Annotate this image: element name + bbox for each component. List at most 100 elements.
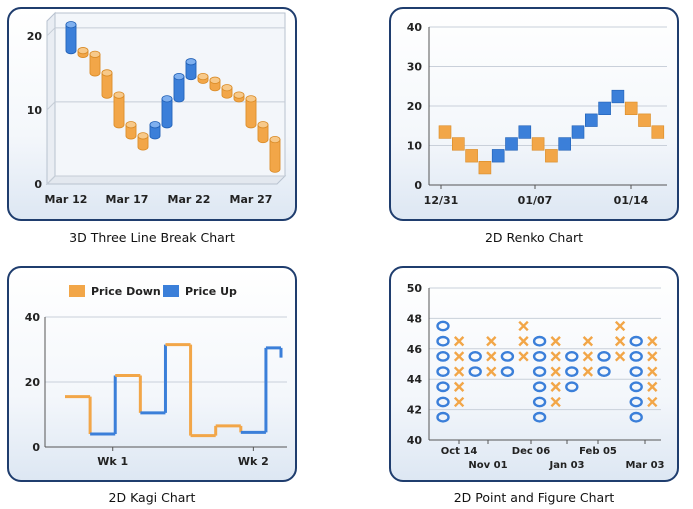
brick-cap xyxy=(221,84,233,92)
x-stroke xyxy=(614,320,626,332)
o-column xyxy=(597,351,611,378)
y-tick-label: 44 xyxy=(407,373,423,386)
pnf-caption: 2D Point and Figure Chart xyxy=(453,490,615,505)
y-tick-label: 20 xyxy=(407,100,423,113)
x-stroke xyxy=(486,336,497,347)
gridline xyxy=(46,175,56,185)
up-brick xyxy=(505,137,518,151)
x-stroke xyxy=(582,366,594,377)
x-mark xyxy=(518,336,529,347)
o-mark xyxy=(629,351,643,362)
x-mark xyxy=(614,336,626,347)
x-stroke xyxy=(518,336,529,347)
x-stroke xyxy=(647,366,658,377)
three-line-break-caption: 3D Three Line Break Chart xyxy=(69,230,235,245)
brick-cap xyxy=(125,121,137,129)
x-tick-label: Mar 17 xyxy=(106,193,149,206)
x-stroke xyxy=(550,366,561,377)
up-brick xyxy=(491,149,505,163)
brick-body xyxy=(137,135,149,151)
x-tick-label: 12/31 xyxy=(424,194,459,207)
x-column xyxy=(550,336,561,408)
o-mark xyxy=(468,351,482,362)
kagi-down-segment xyxy=(65,395,92,434)
down-brick xyxy=(531,137,545,151)
kagi-chart: Price Down Price Up 0 20 40 Wk 1 Wk 2 xyxy=(25,285,287,468)
y-tick-label: 0 xyxy=(32,441,40,454)
o-mark xyxy=(500,366,515,378)
o-column xyxy=(468,351,482,378)
kagi-panel: Price Down Price Up 0 20 40 Wk 1 Wk 2 xyxy=(7,266,297,482)
y-tick-label: 20 xyxy=(27,30,43,43)
brick-cap xyxy=(113,91,125,99)
o-column xyxy=(436,320,450,423)
x-tick-label: Nov 01 xyxy=(468,460,507,471)
x-stroke xyxy=(550,381,561,392)
down-brick xyxy=(209,76,221,92)
down-brick xyxy=(233,91,245,103)
o-mark xyxy=(436,396,450,408)
o-mark xyxy=(565,366,579,378)
brick-cap xyxy=(101,69,113,77)
x-mark xyxy=(647,351,658,362)
x-tick-label: Mar 22 xyxy=(168,193,211,206)
y-tick-label: 46 xyxy=(407,343,423,356)
brick-body xyxy=(173,76,185,103)
x-column xyxy=(614,320,626,362)
legend-label: Price Up xyxy=(185,285,237,298)
brick-body xyxy=(65,24,77,55)
x-mark xyxy=(647,366,658,377)
x-stroke xyxy=(453,366,465,377)
y-tick-label: 48 xyxy=(407,312,422,325)
kagi-up-segment xyxy=(140,344,167,415)
x-column xyxy=(582,336,594,377)
y-tick-label: 40 xyxy=(407,434,423,447)
o-mark xyxy=(565,381,579,393)
renko-caption: 2D Renko Chart xyxy=(484,230,584,245)
x-tick-label: Oct 14 xyxy=(441,446,478,457)
x-stroke xyxy=(453,396,465,408)
down-brick xyxy=(89,50,101,77)
down-brick xyxy=(269,135,281,173)
x-mark xyxy=(453,366,465,377)
down-brick xyxy=(101,69,113,99)
o-mark xyxy=(629,381,643,393)
brick-body xyxy=(257,124,269,144)
brick-cap xyxy=(257,121,269,129)
o-column xyxy=(500,351,515,378)
floor xyxy=(45,175,287,185)
o-mark xyxy=(629,366,643,378)
down-brick xyxy=(624,101,638,115)
x-mark xyxy=(647,336,658,347)
down-brick xyxy=(245,95,257,129)
brick-body xyxy=(125,124,137,140)
three-line-break-panel: 0 10 20 Mar 12 Mar 17 Mar 22 Mar 27 xyxy=(7,7,297,221)
x-tick-label: Mar 12 xyxy=(45,193,88,206)
o-mark xyxy=(532,381,547,393)
x-mark xyxy=(550,351,561,362)
x-tick-label: Mar 03 xyxy=(625,460,664,471)
y-tick-label: 42 xyxy=(407,404,422,417)
up-brick xyxy=(161,95,173,129)
x-stroke xyxy=(486,366,497,377)
x-stroke xyxy=(550,351,561,362)
x-mark xyxy=(486,351,497,362)
x-column xyxy=(518,320,529,362)
kagi-up-segment xyxy=(265,346,283,358)
x-mark xyxy=(518,351,529,362)
back-wall xyxy=(54,12,286,177)
brick-cap xyxy=(65,21,77,29)
kagi-down-segment xyxy=(165,343,193,436)
x-mark xyxy=(518,320,529,332)
y-tick-label: 40 xyxy=(407,21,423,34)
x-mark xyxy=(550,366,561,377)
x-mark xyxy=(647,396,658,408)
x-tick-label: Feb 05 xyxy=(579,446,617,457)
down-brick xyxy=(77,47,89,58)
brick-body xyxy=(269,139,281,173)
o-column xyxy=(532,335,547,423)
x-column xyxy=(453,336,465,408)
o-mark xyxy=(500,351,515,362)
brick-cap xyxy=(89,50,101,58)
gridline xyxy=(46,27,56,37)
